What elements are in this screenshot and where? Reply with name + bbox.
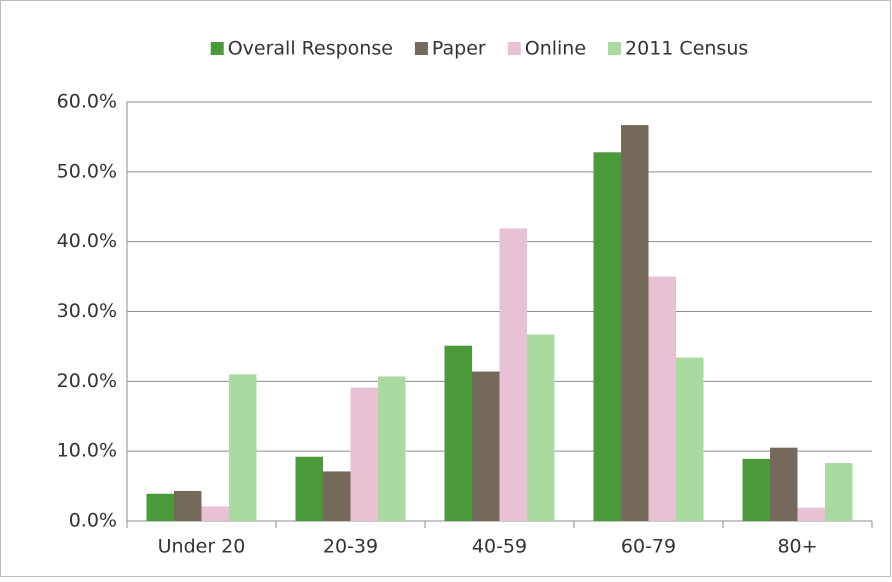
legend-label: Online [525, 38, 586, 60]
x-tick-label: 80+ [777, 536, 817, 558]
bar [621, 125, 649, 522]
bar [648, 276, 676, 521]
bar [378, 376, 406, 521]
legend-swatch [210, 42, 224, 55]
bar [797, 507, 825, 521]
x-tick-label: 60-79 [621, 536, 676, 558]
y-tick-label: 30.0% [57, 300, 117, 322]
bar [444, 345, 472, 521]
bar [323, 471, 351, 521]
legend-label: Overall Response [228, 38, 393, 60]
legend-swatch [608, 42, 622, 55]
bar [527, 334, 555, 521]
x-tick-label: Under 20 [158, 536, 246, 558]
y-tick-label: 0.0% [69, 510, 117, 532]
bar [593, 152, 621, 521]
legend-swatch [507, 42, 521, 55]
bar [146, 493, 174, 521]
y-tick-label: 60.0% [57, 91, 117, 113]
bar [676, 357, 704, 521]
bar [742, 458, 770, 521]
bar [825, 463, 853, 521]
bar [174, 490, 202, 521]
y-tick-label: 50.0% [57, 160, 117, 182]
y-tick-label: 10.0% [57, 440, 117, 462]
bar [770, 447, 798, 521]
bar [229, 374, 257, 521]
legend-label: Paper [432, 38, 486, 60]
legend-label: 2011 Census [625, 38, 748, 60]
bar [499, 228, 527, 522]
bar [295, 456, 323, 521]
bar [201, 506, 229, 521]
x-tick-label: 20-39 [323, 536, 378, 558]
x-tick-label: 40-59 [472, 536, 527, 558]
y-tick-label: 20.0% [57, 370, 117, 392]
bar [350, 387, 378, 521]
bar [472, 371, 500, 521]
legend-swatch [414, 42, 428, 55]
y-tick-label: 40.0% [57, 230, 117, 252]
